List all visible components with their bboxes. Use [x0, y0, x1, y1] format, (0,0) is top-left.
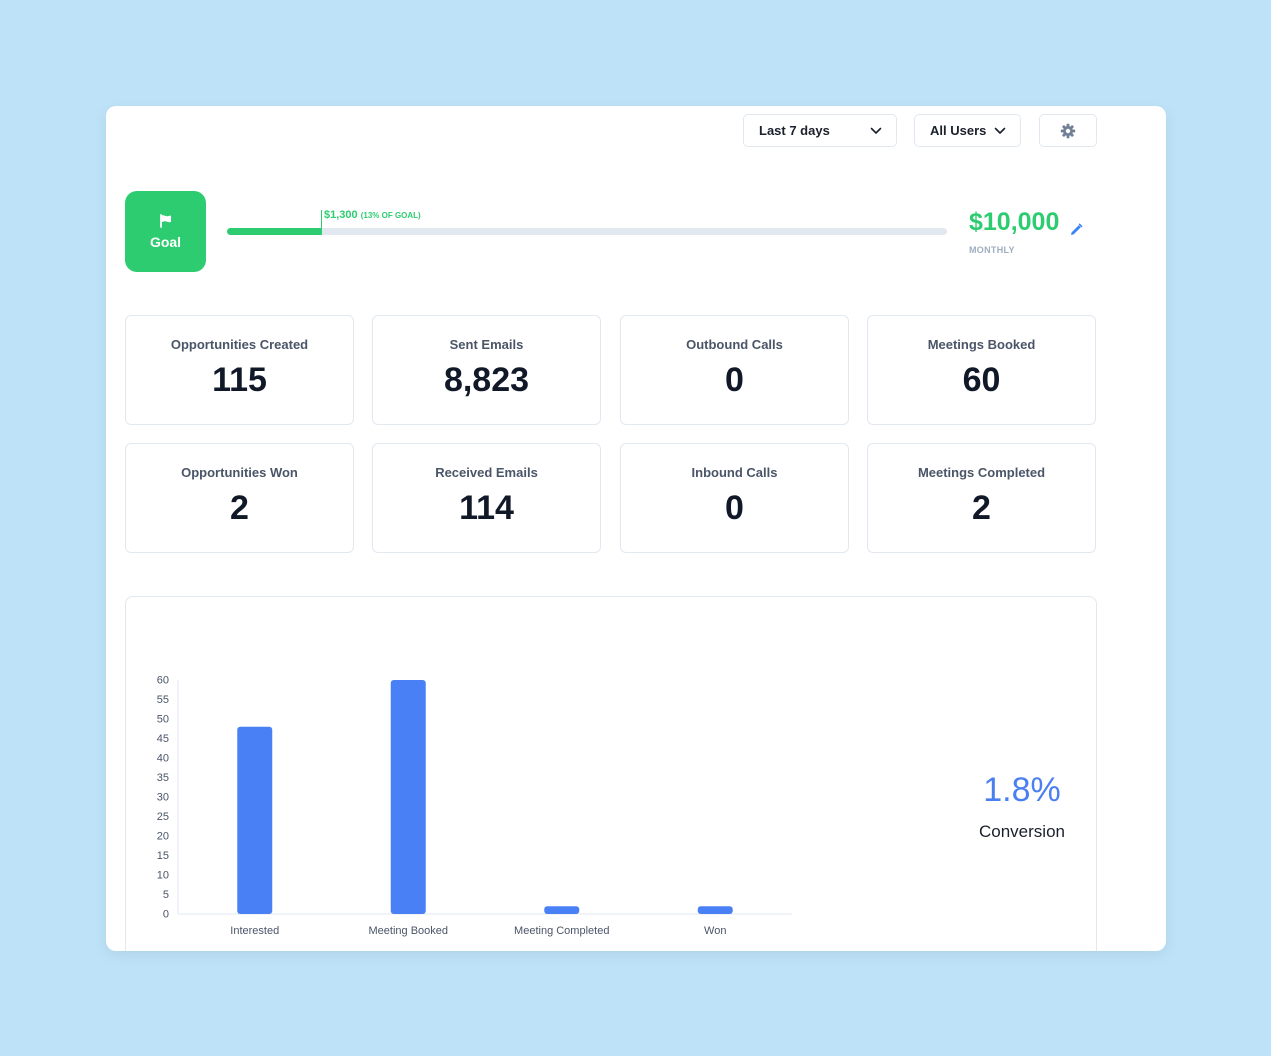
- x-tick-label: Won: [704, 925, 726, 937]
- stat-label: Meetings Completed: [917, 465, 1046, 480]
- goal-progress-marker: [321, 210, 322, 235]
- goal-progress-text: $1,300 (13% OF GOAL): [324, 209, 421, 221]
- bar: [544, 906, 580, 914]
- date-range-dropdown[interactable]: Last 7 days: [743, 114, 897, 147]
- stat-card-outbound-calls: Outbound Calls 0: [620, 315, 849, 425]
- y-tick-label: 40: [157, 753, 169, 765]
- y-tick-label: 45: [157, 733, 169, 745]
- stat-card-inbound-calls: Inbound Calls 0: [620, 443, 849, 553]
- date-range-label: Last 7 days: [759, 123, 830, 138]
- y-tick-label: 0: [163, 909, 169, 921]
- goal-progress-fill: [227, 228, 321, 235]
- stat-value: 115: [212, 361, 267, 399]
- stat-label: Sent Emails: [449, 337, 524, 352]
- stat-label: Outbound Calls: [686, 337, 783, 352]
- stat-label: Received Emails: [435, 465, 538, 480]
- y-tick-label: 60: [157, 675, 169, 687]
- dashboard-panel: Last 7 days All Users Go: [106, 106, 1166, 951]
- stat-label: Inbound Calls: [691, 465, 778, 480]
- x-tick-label: Meeting Booked: [369, 925, 449, 937]
- stat-value: 114: [459, 489, 514, 527]
- stat-card-meetings-completed: Meetings Completed 2: [867, 443, 1096, 553]
- x-tick-label: Meeting Completed: [514, 925, 609, 937]
- y-tick-label: 50: [157, 714, 169, 726]
- goal-progress-note: (13% OF GOAL): [360, 211, 421, 220]
- bar: [237, 726, 273, 914]
- funnel-chart-panel: 0 5 10 15 20 25 30 35 40 45 50 55 60 Interested Meetin…: [125, 596, 1097, 951]
- stat-value: 2: [972, 489, 991, 527]
- stat-label: Opportunities Created: [170, 337, 309, 352]
- goal-period: MONTHLY: [969, 245, 1015, 255]
- chevron-down-icon: [994, 127, 1006, 134]
- users-label: All Users: [930, 123, 987, 138]
- settings-button[interactable]: [1039, 114, 1097, 147]
- stat-card-sent-emails: Sent Emails 8,823: [372, 315, 601, 425]
- y-tick-label: 35: [157, 772, 169, 784]
- y-tick-label: 10: [157, 870, 169, 882]
- goal-progress-bar: [227, 210, 947, 235]
- bar: [697, 906, 733, 914]
- goal-target-amount: $10,000: [969, 208, 1060, 236]
- bar: [390, 680, 426, 914]
- pencil-icon[interactable]: [1069, 223, 1083, 237]
- stat-value: 0: [725, 361, 744, 399]
- users-dropdown[interactable]: All Users: [914, 114, 1021, 147]
- stat-label: Opportunities Won: [181, 465, 298, 480]
- y-tick-label: 20: [157, 831, 169, 843]
- y-tick-label: 25: [157, 811, 169, 823]
- stat-card-opportunities-won: Opportunities Won 2: [125, 443, 354, 553]
- stat-value: 2: [230, 489, 249, 527]
- goal-label: Goal: [149, 233, 182, 250]
- stat-value: 8,823: [443, 361, 530, 399]
- chevron-down-icon: [870, 127, 882, 134]
- stat-value: 0: [725, 489, 744, 527]
- stat-card-received-emails: Received Emails 114: [372, 443, 601, 553]
- flag-icon: [159, 213, 171, 228]
- goal-badge: Goal: [125, 191, 206, 272]
- x-tick-label: Interested: [230, 925, 279, 937]
- conversion-value: 1.8%: [983, 771, 1061, 809]
- y-tick-label: 30: [157, 792, 169, 804]
- gear-icon: [1060, 123, 1076, 138]
- funnel-bar-chart: 0 5 10 15 20 25 30 35 40 45 50 55 60 Interested Meetin…: [157, 675, 792, 937]
- stat-card-opportunities-created: Opportunities Created 115: [125, 315, 354, 425]
- stat-card-meetings-booked: Meetings Booked 60: [867, 315, 1096, 425]
- conversion-label: Conversion: [979, 822, 1065, 841]
- y-tick-label: 55: [157, 694, 169, 706]
- goal-progress-amount: $1,300: [324, 209, 358, 221]
- y-tick-label: 5: [163, 889, 169, 901]
- stat-value: 60: [962, 361, 1001, 399]
- y-tick-label: 15: [157, 850, 169, 862]
- stat-label: Meetings Booked: [927, 337, 1036, 352]
